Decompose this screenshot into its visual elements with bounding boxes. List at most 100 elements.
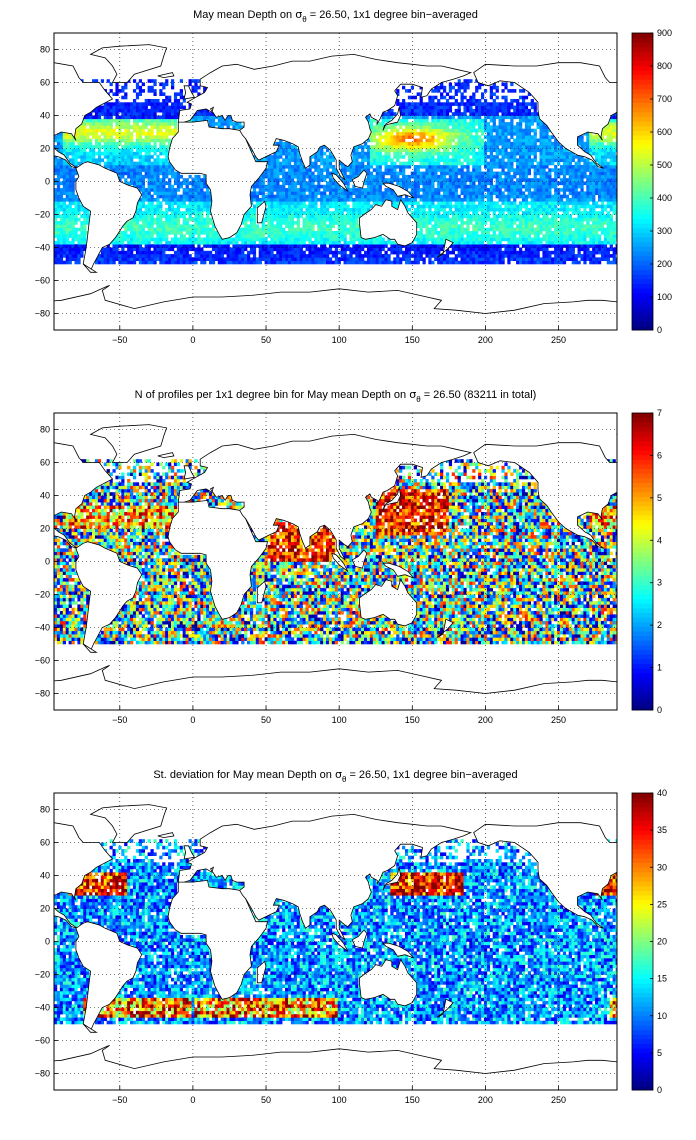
heatmap-cell: [206, 198, 210, 202]
heatmap-cell: [220, 257, 224, 261]
heatmap-cell: [132, 217, 137, 222]
heatmap-cell: [396, 244, 400, 248]
heatmap-cell: [77, 148, 81, 153]
heatmap-cell: [296, 165, 300, 169]
heatmap-cell: [270, 184, 274, 189]
heatmap-cell: [247, 214, 251, 219]
heatmap-cell: [554, 234, 558, 238]
heatmap-cell: [510, 201, 514, 205]
heatmap-cell: [276, 148, 280, 153]
heatmap-cell: [211, 224, 216, 228]
heatmap-cell: [583, 191, 587, 195]
heatmap-cell: [536, 221, 540, 225]
heatmap-cell: [159, 231, 163, 235]
heatmap-cell: [428, 250, 432, 255]
heatmap-cell: [264, 237, 268, 242]
heatmap-cell: [290, 151, 295, 156]
heatmap-cell: [510, 227, 514, 232]
heatmap-cell: [74, 237, 78, 242]
heatmap-cell: [521, 158, 526, 162]
heatmap-cell: [507, 227, 511, 232]
heatmap-cell: [124, 260, 128, 265]
heatmap-cell: [244, 221, 248, 225]
heatmap-cell: [317, 240, 321, 245]
heatmap-cell: [311, 254, 315, 258]
heatmap-cell: [156, 254, 160, 258]
heatmap-cell: [121, 234, 125, 238]
heatmap-cell: [574, 161, 578, 166]
heatmap-cell: [331, 221, 336, 225]
heatmap-cell: [390, 247, 394, 252]
heatmap-cell: [331, 168, 336, 172]
heatmap-cell: [463, 148, 467, 153]
heatmap-cell: [606, 161, 610, 166]
heatmap-cell: [147, 247, 151, 252]
heatmap-cell: [466, 178, 470, 182]
heatmap-cell: [135, 247, 140, 252]
heatmap-cell: [305, 207, 309, 212]
heatmap-cell: [466, 191, 470, 195]
heatmap-cell: [168, 184, 172, 189]
heatmap-cell: [498, 250, 502, 255]
heatmap-cell: [486, 231, 491, 235]
heatmap-cell: [290, 221, 295, 225]
heatmap-cell: [71, 231, 75, 235]
heatmap-cell: [317, 257, 321, 261]
heatmap-cell: [83, 151, 87, 156]
heatmap-cell: [54, 155, 58, 159]
heatmap-cell: [542, 221, 546, 225]
heatmap-cell: [600, 191, 605, 195]
heatmap-cell: [551, 244, 555, 248]
heatmap-cell: [355, 168, 359, 172]
heatmap-cell: [127, 148, 131, 153]
heatmap-cell: [135, 155, 140, 159]
heatmap-cell: [437, 244, 441, 248]
heatmap-cell: [317, 247, 321, 252]
heatmap-cell: [580, 221, 584, 225]
heatmap-cell: [323, 240, 327, 245]
heatmap-cell: [486, 227, 491, 232]
heatmap-cell: [513, 158, 517, 162]
heatmap-cell: [156, 168, 160, 172]
heatmap-cell: [194, 178, 198, 182]
heatmap-cell: [138, 250, 143, 255]
heatmap-cell: [293, 214, 298, 219]
heatmap-cell: [442, 214, 447, 219]
heatmap-cell: [600, 247, 605, 252]
heatmap-cell: [422, 171, 426, 176]
heatmap-cell: [413, 148, 417, 153]
heatmap-cell: [595, 234, 599, 238]
heatmap-cell: [539, 174, 543, 179]
heatmap-cell: [413, 198, 417, 202]
heatmap-cell: [311, 201, 315, 205]
heatmap-cell: [349, 257, 353, 261]
heatmap-cell: [138, 227, 143, 232]
heatmap-cell: [130, 231, 134, 235]
heatmap-cell: [615, 168, 617, 172]
heatmap-cell: [428, 211, 432, 215]
heatmap-cell: [615, 181, 617, 186]
heatmap-cell: [106, 260, 110, 265]
heatmap-cell: [334, 217, 338, 222]
heatmap-cell: [481, 161, 485, 166]
heatmap-cell: [478, 204, 482, 209]
heatmap-cell: [615, 201, 617, 205]
heatmap-cell: [252, 155, 257, 159]
heatmap-cell: [74, 207, 78, 212]
heatmap-cell: [156, 201, 160, 205]
heatmap-cell: [249, 221, 254, 225]
heatmap-cell: [483, 181, 488, 186]
heatmap-cell: [442, 224, 447, 228]
heatmap-cell: [521, 224, 526, 228]
heatmap-cell: [504, 244, 508, 248]
heatmap-cell: [445, 191, 450, 195]
heatmap-cell: [574, 198, 578, 202]
heatmap-cell: [273, 217, 277, 222]
heatmap-cell: [548, 237, 552, 242]
heatmap-cell: [589, 174, 593, 179]
heatmap-cell: [147, 217, 151, 222]
heatmap-cell: [308, 181, 312, 186]
heatmap-cell: [580, 227, 584, 232]
heatmap-cell: [343, 174, 347, 179]
heatmap-cell: [197, 250, 201, 255]
